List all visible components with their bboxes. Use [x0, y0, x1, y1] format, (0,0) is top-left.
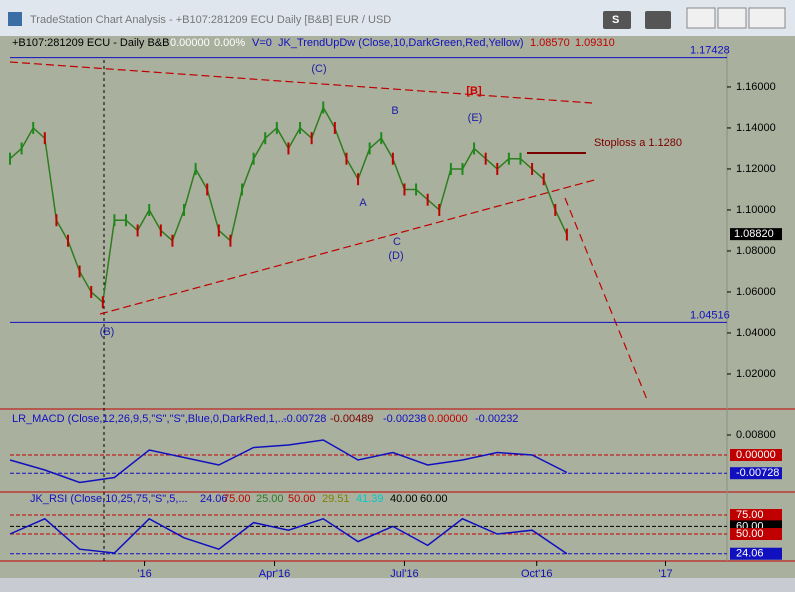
wave-label: C: [393, 236, 401, 248]
x-tick-label: Jul'16: [390, 568, 418, 580]
x-tick-label: Oct'16: [521, 568, 552, 580]
close-button[interactable]: [748, 7, 786, 29]
y-tick-label: 0.00800: [736, 429, 776, 441]
indicator-header: 60.00: [420, 493, 448, 505]
indicator-header: 41.39: [356, 493, 384, 505]
indicator-header: 0.00000: [170, 37, 210, 49]
series-line: [9, 439, 568, 484]
app-icon: [8, 12, 22, 26]
trend-line: [99, 178, 599, 315]
indicator-header: -0.00489: [330, 413, 373, 425]
last-price-box: [730, 228, 782, 241]
scroll-bar[interactable]: [0, 578, 795, 592]
menu-button[interactable]: [645, 11, 671, 29]
minimize-button[interactable]: [686, 7, 716, 29]
style-button-label[interactable]: S: [612, 14, 619, 26]
indicator-header: 29.51: [322, 493, 350, 505]
indicator-header: 1.09310: [575, 37, 615, 49]
y-tick-label: 1.16000: [736, 81, 776, 93]
projection-line: [564, 197, 649, 403]
indicator-header: +B107:281209 ECU - Daily B&B: [12, 37, 169, 49]
series-line: [9, 517, 568, 555]
wave-label: A: [359, 197, 367, 209]
last-price-label: 1.08820: [734, 228, 774, 240]
axis-value-box: [730, 508, 782, 521]
y-tick-label: 24.06: [736, 548, 764, 560]
y-tick-label: 75.00: [736, 509, 764, 521]
chart-area: [0, 36, 795, 592]
axis-value-box: [730, 449, 782, 461]
y-tick-label: 1.14000: [736, 122, 776, 134]
y-tick-label: -0.00728: [736, 467, 779, 479]
x-tick-label: '17: [658, 568, 672, 580]
axis-value-box: [730, 528, 782, 540]
x-tick-label: '16: [137, 568, 151, 580]
trend-line: [9, 61, 593, 104]
indicator-header: 24.06: [200, 493, 228, 505]
indicator-header: -0.00238: [383, 413, 426, 425]
y-tick-label: 0.00000: [736, 449, 776, 461]
maximize-button[interactable]: [717, 7, 747, 29]
indicator-header: -0.00728: [283, 413, 326, 425]
indicator-header: 1.08570: [530, 37, 570, 49]
level-label: 1.17428: [690, 45, 730, 57]
y-tick-label: 50.00: [736, 528, 764, 540]
y-tick-label: 1.02000: [736, 368, 776, 380]
indicator-header: 75.00: [223, 493, 251, 505]
axis-value-box: [730, 467, 782, 480]
indicator-header: JK_RSI (Close,10,25,75,"S",5,...: [30, 493, 188, 505]
indicator-header: 40.00: [390, 493, 418, 505]
y-tick-label: 1.10000: [736, 204, 776, 216]
axis-value-box: [730, 547, 782, 560]
indicator-header: 0.00000: [428, 413, 468, 425]
wave-label: [B]: [466, 85, 482, 97]
y-tick-label: 1.12000: [736, 163, 776, 175]
level-label: 1.04516: [690, 309, 730, 321]
wave-label: (C): [311, 63, 326, 75]
indicator-header: LR_MACD (Close,12,26,9,5,"S","S",Blue,0,…: [12, 413, 287, 425]
y-tick-label: 1.06000: [736, 286, 776, 298]
window-title: TradeStation Chart Analysis - +B107:2812…: [30, 14, 391, 26]
indicator-header: 50.00: [288, 493, 316, 505]
indicator-header: V=0: [252, 37, 272, 49]
indicator-header: 0.00%: [214, 37, 245, 49]
indicator-header: -0.00232: [475, 413, 518, 425]
y-tick-label: 1.08000: [736, 245, 776, 257]
x-tick-label: Apr'16: [259, 568, 290, 580]
indicator-header: JK_TrendUpDw (Close,10,DarkGreen,Red,Yel…: [278, 37, 524, 49]
wave-label: (B): [100, 326, 115, 338]
y-tick-label: 1.04000: [736, 327, 776, 339]
wave-label: (D): [388, 250, 403, 262]
style-button[interactable]: [603, 11, 631, 29]
chart-layer: +B107:281209 ECU - Daily B&B 0.00000 0.00%…: [9, 37, 782, 580]
wave-label: B: [391, 105, 398, 117]
indicator-header: 25.00: [256, 493, 284, 505]
wave-label: (E): [468, 112, 483, 124]
wave-label: Stoploss a 1.1280: [594, 137, 682, 149]
